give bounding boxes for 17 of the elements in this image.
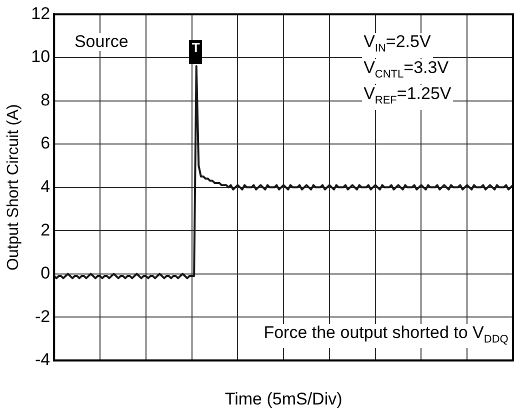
y-tick-label: -2 [34,306,50,326]
annotation: T [189,40,202,64]
annotation: Source [72,32,130,52]
y-tick-label: 4 [40,176,50,196]
y-tick-label: 2 [40,220,50,240]
annotation: V$_{IN}$=2.5V [362,32,433,58]
y-axis-title: Output Short Circuit (A) [5,104,22,270]
y-tick-label: 8 [40,90,50,110]
y-tick-label: -4 [34,350,50,370]
annotation: V$_{CNTL}$=3.3V [362,58,451,84]
annotation: Force the output shorted to V$_{DDQ}$ [262,323,510,348]
annotation: V$_{REF}$=1.25V [362,84,454,110]
x-axis-title: Time (5mS/Div) [224,389,342,408]
y-tick-label: 12 [31,4,50,23]
y-tick-label: 10 [31,47,50,66]
y-tick-label: 6 [40,134,50,153]
y-tick-label: 0 [40,264,50,283]
